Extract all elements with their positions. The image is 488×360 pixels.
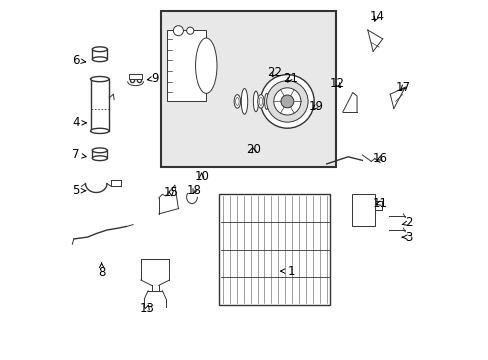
- Ellipse shape: [92, 156, 107, 161]
- Circle shape: [186, 27, 193, 34]
- Text: 2: 2: [402, 216, 412, 229]
- Text: 18: 18: [187, 184, 202, 197]
- Ellipse shape: [90, 128, 109, 134]
- Text: 9: 9: [147, 72, 159, 85]
- Text: 5: 5: [72, 184, 85, 197]
- Ellipse shape: [195, 38, 217, 93]
- Text: 14: 14: [368, 10, 384, 23]
- Text: 15: 15: [163, 186, 178, 199]
- Text: 3: 3: [402, 231, 412, 244]
- Text: 21: 21: [282, 72, 297, 85]
- Ellipse shape: [264, 93, 268, 109]
- Text: 11: 11: [372, 197, 387, 210]
- Bar: [219, 194, 329, 305]
- Text: 13: 13: [140, 302, 155, 315]
- Ellipse shape: [253, 91, 258, 112]
- Ellipse shape: [92, 57, 107, 62]
- Ellipse shape: [90, 76, 109, 82]
- Ellipse shape: [92, 47, 107, 51]
- Ellipse shape: [257, 95, 264, 108]
- Ellipse shape: [235, 98, 239, 105]
- Ellipse shape: [259, 98, 262, 105]
- Bar: [166, 30, 206, 102]
- Bar: [129, 73, 142, 79]
- Text: 12: 12: [329, 77, 344, 90]
- Bar: [351, 194, 374, 226]
- Text: 22: 22: [267, 66, 282, 79]
- Circle shape: [266, 81, 307, 122]
- Text: 19: 19: [308, 100, 323, 113]
- Ellipse shape: [241, 89, 247, 114]
- Ellipse shape: [234, 95, 240, 108]
- Bar: [160, 12, 335, 167]
- Text: 4: 4: [72, 116, 86, 129]
- Text: 1: 1: [280, 265, 294, 278]
- Text: 10: 10: [194, 170, 209, 183]
- Text: 20: 20: [245, 143, 260, 156]
- Text: 6: 6: [72, 54, 85, 67]
- Circle shape: [281, 95, 293, 108]
- Text: 8: 8: [98, 263, 105, 279]
- Circle shape: [260, 75, 313, 128]
- Text: 16: 16: [372, 152, 387, 165]
- Ellipse shape: [92, 148, 107, 153]
- Circle shape: [273, 88, 300, 115]
- Circle shape: [173, 26, 183, 36]
- Text: 7: 7: [72, 148, 86, 162]
- Text: 17: 17: [395, 81, 410, 94]
